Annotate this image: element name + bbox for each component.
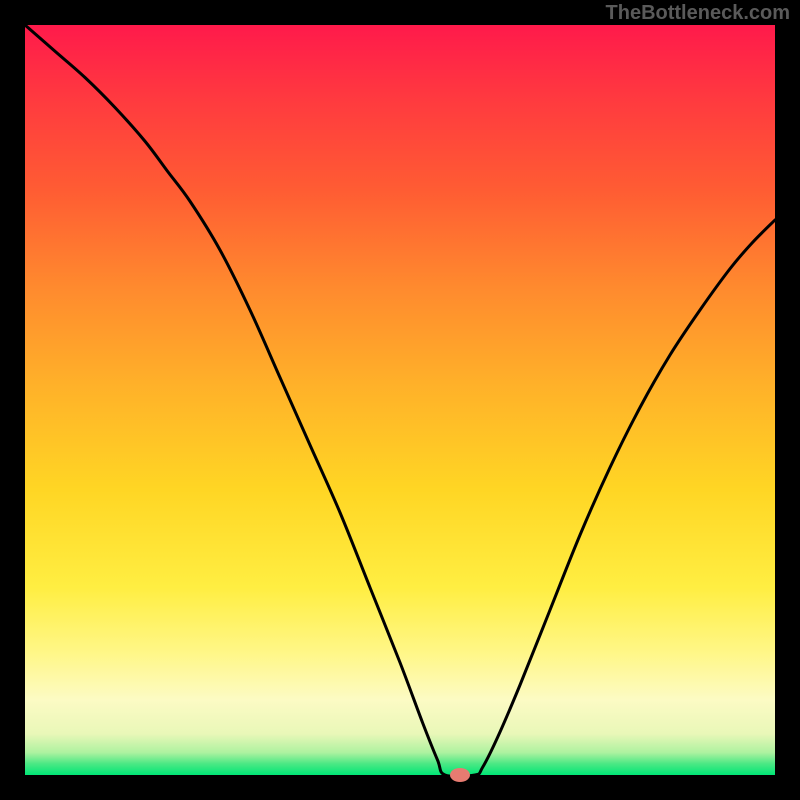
optimal-marker <box>450 768 470 782</box>
watermark-text: TheBottleneck.com <box>606 2 790 25</box>
bottleneck-chart <box>0 0 800 800</box>
chart-container: TheBottleneck.com <box>0 0 800 800</box>
